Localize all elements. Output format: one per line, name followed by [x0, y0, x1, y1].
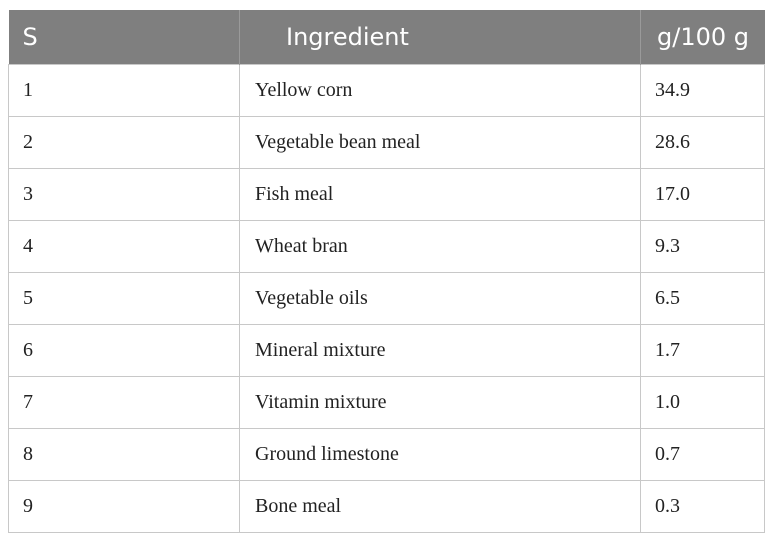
table-row: 4 Wheat bran 9.3	[8, 220, 765, 273]
cell-amount: 0.3	[640, 480, 765, 533]
column-header-s: S	[8, 10, 240, 65]
table-row: 9 Bone meal 0.3	[8, 480, 765, 533]
cell-ingredient: Vegetable oils	[239, 272, 641, 325]
cell-amount: 17.0	[640, 168, 765, 221]
table-body: 1 Yellow corn 34.9 2 Vegetable bean meal…	[8, 64, 765, 533]
table-row: 2 Vegetable bean meal 28.6	[8, 116, 765, 169]
table-row: 3 Fish meal 17.0	[8, 168, 765, 221]
cell-ingredient: Vegetable bean meal	[239, 116, 641, 169]
ingredient-table-container: S Ingredient g/100 g 1 Yellow corn 34.9 …	[8, 10, 765, 533]
cell-amount: 1.0	[640, 376, 765, 429]
cell-amount: 9.3	[640, 220, 765, 273]
cell-amount: 6.5	[640, 272, 765, 325]
ingredient-table: S Ingredient g/100 g 1 Yellow corn 34.9 …	[8, 10, 765, 533]
cell-ingredient: Bone meal	[239, 480, 641, 533]
header-row: S Ingredient g/100 g	[8, 10, 765, 65]
cell-ingredient: Wheat bran	[239, 220, 641, 273]
cell-ingredient: Ground limestone	[239, 428, 641, 481]
cell-amount: 1.7	[640, 324, 765, 377]
cell-amount: 0.7	[640, 428, 765, 481]
column-header-amount: g/100 g	[640, 10, 765, 65]
cell-amount: 28.6	[640, 116, 765, 169]
cell-s: 3	[8, 168, 240, 221]
table-row: 8 Ground limestone 0.7	[8, 428, 765, 481]
cell-s: 5	[8, 272, 240, 325]
cell-s: 8	[8, 428, 240, 481]
table-header: S Ingredient g/100 g	[8, 10, 765, 65]
cell-ingredient: Yellow corn	[239, 64, 641, 117]
cell-ingredient: Vitamin mixture	[239, 376, 641, 429]
table-row: 6 Mineral mixture 1.7	[8, 324, 765, 377]
table-row: 5 Vegetable oils 6.5	[8, 272, 765, 325]
cell-ingredient: Fish meal	[239, 168, 641, 221]
cell-s: 4	[8, 220, 240, 273]
column-header-ingredient: Ingredient	[239, 10, 641, 65]
cell-s: 6	[8, 324, 240, 377]
cell-amount: 34.9	[640, 64, 765, 117]
cell-s: 2	[8, 116, 240, 169]
table-row: 1 Yellow corn 34.9	[8, 64, 765, 117]
cell-s: 9	[8, 480, 240, 533]
cell-ingredient: Mineral mixture	[239, 324, 641, 377]
cell-s: 7	[8, 376, 240, 429]
table-row: 7 Vitamin mixture 1.0	[8, 376, 765, 429]
cell-s: 1	[8, 64, 240, 117]
